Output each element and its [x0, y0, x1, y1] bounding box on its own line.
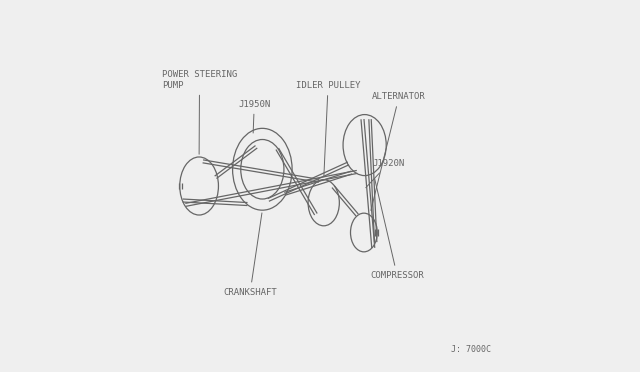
Text: IDLER PULLEY: IDLER PULLEY: [296, 81, 360, 177]
Text: POWER STEERING
PUMP: POWER STEERING PUMP: [162, 70, 237, 154]
Text: J1950N: J1950N: [238, 100, 271, 133]
Text: COMPRESSOR: COMPRESSOR: [370, 178, 424, 280]
Text: J1920N: J1920N: [366, 159, 404, 188]
Text: J: 7000C: J: 7000C: [451, 344, 491, 353]
Text: CRANKSHAFT: CRANKSHAFT: [223, 213, 277, 296]
Text: ALTERNATOR: ALTERNATOR: [371, 92, 426, 211]
